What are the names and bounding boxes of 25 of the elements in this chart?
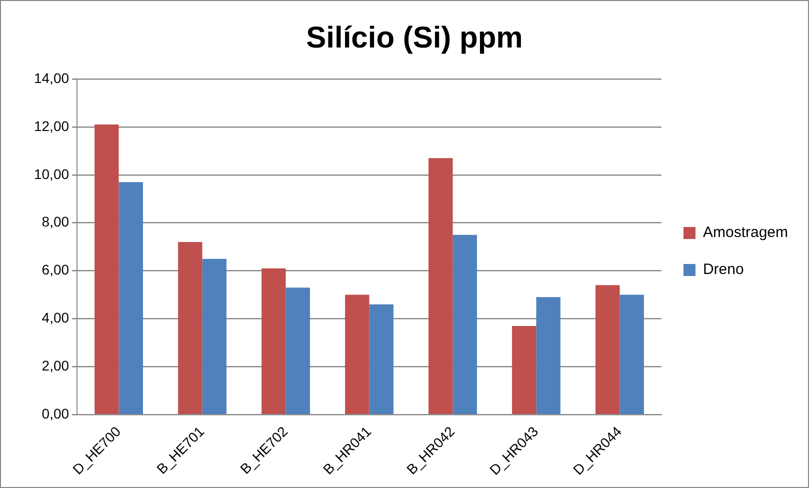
y-tick-label: 10,00	[34, 166, 70, 182]
bar	[369, 304, 394, 414]
chart-title: Silício (Si) ppm	[306, 21, 523, 54]
bar	[596, 285, 620, 414]
bar	[620, 294, 644, 414]
y-tick-label: 0,00	[42, 406, 70, 422]
legend-label: Dreno	[702, 261, 744, 278]
bar	[262, 268, 286, 414]
bar	[512, 326, 536, 414]
bar	[345, 294, 370, 414]
bar	[286, 288, 310, 414]
bar	[94, 124, 119, 414]
bar	[536, 297, 560, 414]
y-tick-label: 2,00	[42, 358, 70, 374]
y-tick-label: 4,00	[42, 310, 70, 326]
bar	[452, 234, 477, 414]
bar	[428, 158, 453, 414]
bar	[118, 182, 143, 414]
y-tick-label: 8,00	[42, 214, 70, 230]
y-tick-label: 14,00	[34, 70, 70, 86]
legend-label: Amostragem	[702, 224, 788, 242]
bar	[202, 258, 226, 414]
y-tick-label: 12,00	[34, 118, 70, 134]
y-tick-label: 6,00	[42, 262, 70, 278]
bar	[178, 242, 202, 414]
